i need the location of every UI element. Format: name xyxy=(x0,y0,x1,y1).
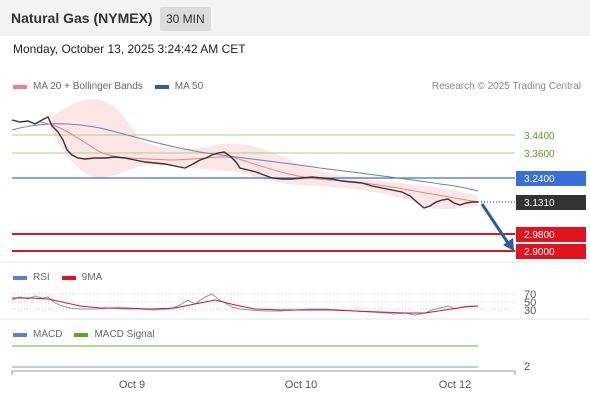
legend-label-macd: MACD xyxy=(33,329,63,340)
rsi-axis-30: 30 xyxy=(524,305,536,317)
rsi-9ma-line xyxy=(12,297,479,314)
level-text-3.4400: 3.4400 xyxy=(524,131,555,142)
legend-label-rsi: RSI xyxy=(33,272,50,283)
ma20-line xyxy=(39,121,479,203)
legend-label-ma50: MA 50 xyxy=(174,81,204,92)
x-label-oct12: Oct 12 xyxy=(439,379,471,391)
legend-swatch-macd-signal xyxy=(74,332,89,337)
timeframe-badge[interactable]: 30 MIN xyxy=(160,7,211,31)
forecast-arrow-head xyxy=(503,238,514,251)
rsi-axis-70: 70 xyxy=(524,289,536,301)
legend-swatch-macd xyxy=(13,332,27,337)
bollinger-band xyxy=(50,98,478,210)
instrument-title: Natural Gas (NYMEX) xyxy=(11,10,153,26)
datetime-label: Monday, October 13, 2025 3:24:42 AM CET xyxy=(13,42,246,56)
level-label-3.4400: 3.4400 xyxy=(524,131,555,142)
copyright-label: Research © 2025 Trading Central xyxy=(431,81,581,92)
legend-item-9ma: 9MA xyxy=(61,272,103,283)
level-text-3.1310: 3.1310 xyxy=(524,198,555,209)
legend-swatch-ma20 xyxy=(13,84,27,89)
macd-axis-2: 2 xyxy=(524,361,530,373)
price-line xyxy=(11,116,478,209)
legend-label-macd-signal: MACD Signal xyxy=(94,329,155,340)
rsi-legend: RSI 9MA xyxy=(13,272,114,283)
ma50-line xyxy=(11,123,479,192)
legend-swatch-ma50 xyxy=(154,84,169,89)
x-label-oct10: Oct 10 xyxy=(285,379,317,391)
x-label-oct9: Oct 9 xyxy=(119,379,145,391)
legend-item-macd: MACD xyxy=(13,329,62,340)
rsi-axis-50: 50 xyxy=(524,297,536,309)
level-text-3.3600: 3.3600 xyxy=(524,149,555,160)
legend-item-ma20: MA 20 + Bollinger Bands xyxy=(13,81,143,92)
legend-item-rsi: RSI xyxy=(13,272,50,283)
level-label-2.9000: 2.9000 xyxy=(516,244,586,259)
chart-header: Natural Gas (NYMEX) 30 MIN xyxy=(0,0,590,36)
level-label-3.3600: 3.3600 xyxy=(524,149,555,160)
legend-label-ma20: MA 20 + Bollinger Bands xyxy=(33,81,143,92)
legend-item-macd-signal: MACD Signal xyxy=(74,329,154,340)
legend-swatch-9ma xyxy=(61,275,76,280)
level-text-3.2400: 3.2400 xyxy=(524,174,555,185)
level-text-2.9800: 2.9800 xyxy=(524,230,555,241)
level-label-3.1310: 3.1310 xyxy=(516,195,586,210)
level-label-3.2400: 3.2400 xyxy=(516,171,586,186)
legend-swatch-rsi xyxy=(13,275,27,280)
main-legend: MA 20 + Bollinger Bands MA 50 xyxy=(13,81,215,92)
macd-legend: MACD MACD Signal xyxy=(13,329,166,340)
level-label-2.9800: 2.9800 xyxy=(516,227,586,242)
legend-label-9ma: 9MA xyxy=(81,272,103,283)
legend-item-ma50: MA 50 xyxy=(154,81,204,92)
rsi-line xyxy=(11,293,478,316)
forecast-arrow xyxy=(480,203,510,244)
level-text-2.9000: 2.9000 xyxy=(524,247,555,258)
